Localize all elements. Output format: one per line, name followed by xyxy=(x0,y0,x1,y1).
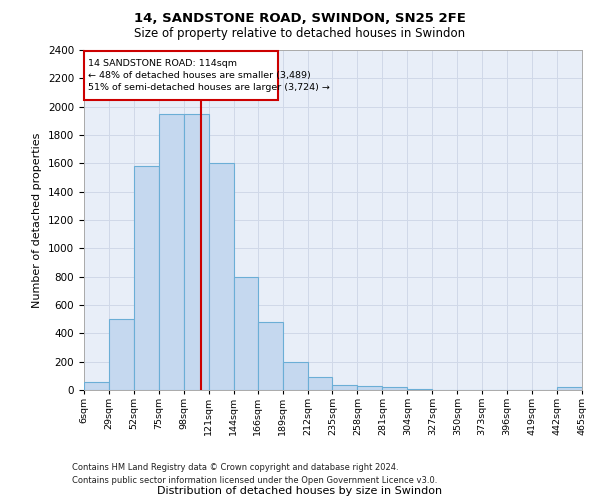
Text: Contains HM Land Registry data © Crown copyright and database right 2024.: Contains HM Land Registry data © Crown c… xyxy=(72,464,398,472)
Bar xyxy=(382,387,407,390)
Text: Contains public sector information licensed under the Open Government Licence v3: Contains public sector information licen… xyxy=(72,476,437,485)
Bar xyxy=(234,276,257,390)
Bar xyxy=(184,114,209,390)
Bar xyxy=(134,166,159,390)
Bar xyxy=(557,387,582,390)
Text: Distribution of detached houses by size in Swindon: Distribution of detached houses by size … xyxy=(157,486,443,496)
Bar xyxy=(109,319,134,390)
Bar xyxy=(283,362,308,390)
Bar xyxy=(257,322,283,390)
Bar xyxy=(209,164,234,390)
Bar xyxy=(358,386,382,390)
Text: 14 SANDSTONE ROAD: 114sqm
← 48% of detached houses are smaller (3,489)
51% of se: 14 SANDSTONE ROAD: 114sqm ← 48% of detac… xyxy=(88,58,330,92)
Bar xyxy=(159,114,184,390)
FancyBboxPatch shape xyxy=(84,52,278,100)
Bar xyxy=(332,385,358,390)
Text: Size of property relative to detached houses in Swindon: Size of property relative to detached ho… xyxy=(134,28,466,40)
Bar xyxy=(308,377,332,390)
Y-axis label: Number of detached properties: Number of detached properties xyxy=(32,132,43,308)
Bar xyxy=(84,382,109,390)
Bar xyxy=(407,389,432,390)
Text: 14, SANDSTONE ROAD, SWINDON, SN25 2FE: 14, SANDSTONE ROAD, SWINDON, SN25 2FE xyxy=(134,12,466,26)
